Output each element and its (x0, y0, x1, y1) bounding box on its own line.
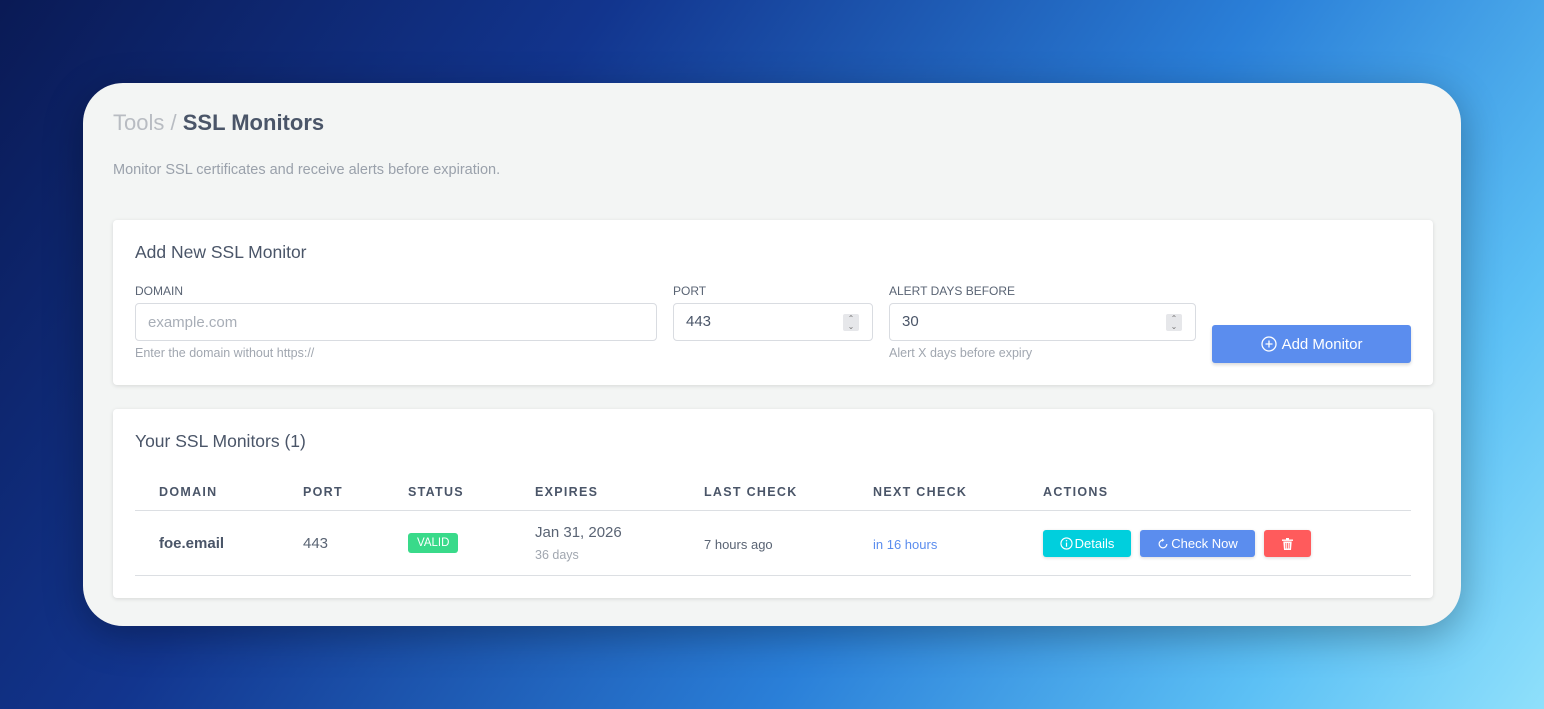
refresh-icon (1158, 537, 1168, 548)
port-value: 443 (686, 313, 712, 330)
card-title: Your SSL Monitors (1) (135, 431, 306, 451)
add-monitor-label: Add Monitor (1281, 335, 1363, 353)
row-domain: foe.email (159, 535, 225, 552)
info-icon (1059, 537, 1073, 550)
breadcrumb-separator: / (170, 110, 177, 135)
row-expires: Jan 31, 2026 (535, 524, 622, 541)
breadcrumb: Tools / SSL Monitors (113, 110, 324, 136)
row-port: 443 (303, 535, 329, 552)
header-divider (135, 510, 1411, 511)
row-divider (135, 575, 1411, 576)
details-button[interactable]: Details (1043, 530, 1131, 557)
alert-days-label: ALERT DAYS BEFORE (889, 284, 1016, 298)
port-input[interactable]: 443 ⌃ ⌄ (673, 303, 873, 341)
column-header: LAST CHECK (704, 485, 798, 499)
alert-days-value: 30 (902, 313, 919, 330)
column-header: NEXT CHECK (873, 485, 968, 499)
row-next-check: in 16 hours (873, 537, 938, 552)
page-title: SSL Monitors (182, 110, 325, 135)
domain-input[interactable] (135, 303, 657, 341)
port-label: PORT (673, 284, 707, 298)
domain-help: Enter the domain without https:// (135, 346, 315, 360)
row-last-check: 7 hours ago (704, 537, 773, 552)
column-header: ACTIONS (1043, 485, 1109, 499)
details-label: Details (1074, 536, 1115, 551)
alert-days-stepper[interactable]: ⌃ ⌄ (1166, 314, 1182, 331)
column-header: STATUS (408, 485, 464, 499)
breadcrumb-parent[interactable]: Tools (113, 110, 165, 135)
card-title: Add New SSL Monitor (135, 242, 307, 262)
page-subtitle: Monitor SSL certificates and receive ale… (113, 162, 501, 178)
column-header: PORT (303, 485, 343, 499)
trash-icon (1282, 537, 1293, 550)
app-window: Tools / SSL Monitors Monitor SSL certifi… (83, 83, 1461, 626)
status-badge: VALID (408, 533, 459, 553)
port-stepper[interactable]: ⌃ ⌄ (843, 314, 859, 331)
delete-button[interactable] (1264, 530, 1311, 557)
monitors-card: Your SSL Monitors (1) DOMAIN PORT STATUS… (113, 409, 1433, 598)
column-header: DOMAIN (159, 485, 218, 499)
check-now-label: Check Now (1171, 536, 1238, 551)
alert-days-input[interactable]: 30 ⌃ ⌄ (889, 303, 1196, 341)
plus-circle-icon (1260, 336, 1277, 352)
check-now-button[interactable]: Check Now (1140, 530, 1255, 557)
row-expires-in: 36 days (535, 548, 579, 562)
column-header: EXPIRES (535, 485, 599, 499)
add-monitor-button[interactable]: Add Monitor (1212, 325, 1411, 363)
alert-days-help: Alert X days before expiry (889, 346, 1033, 360)
domain-label: DOMAIN (135, 284, 183, 298)
add-monitor-card: Add New SSL Monitor DOMAIN Enter the dom… (113, 220, 1433, 385)
